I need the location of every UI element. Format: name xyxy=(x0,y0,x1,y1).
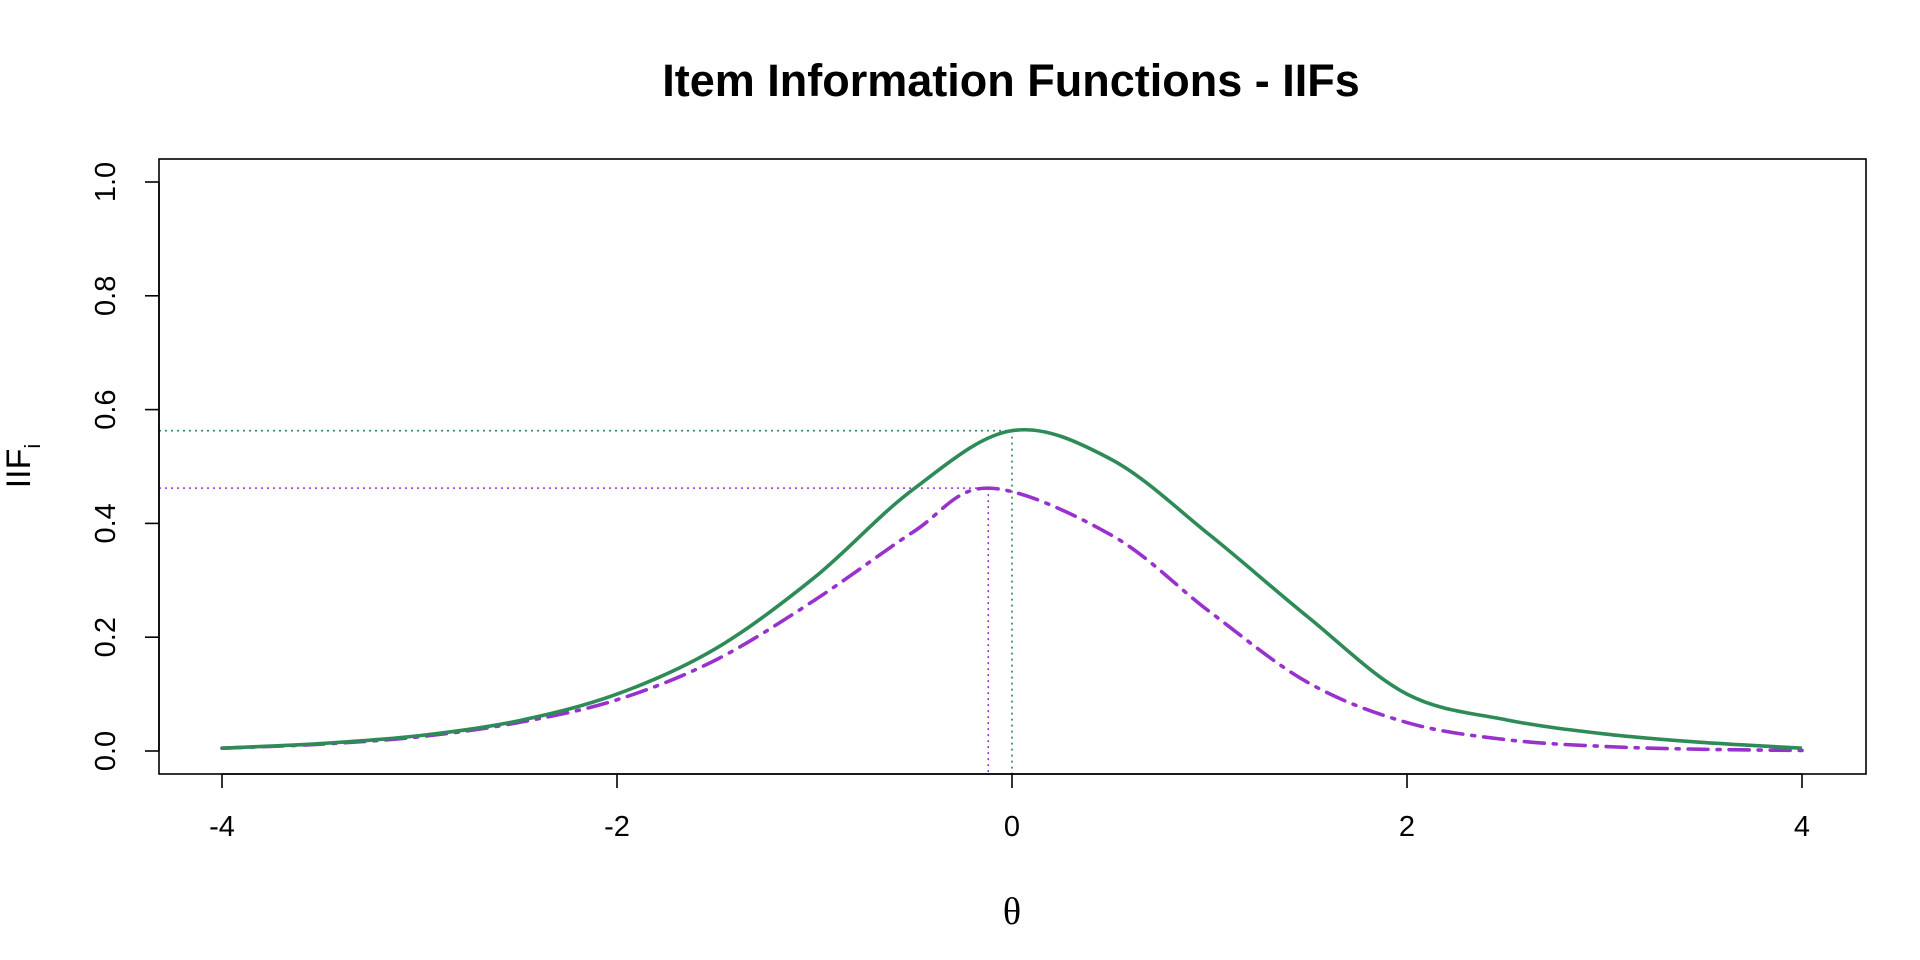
y-axis-label-main: IIF xyxy=(0,449,38,489)
y-axis-label: IIFi xyxy=(0,444,45,489)
x-axis: -4 -2 0 2 4 xyxy=(209,773,1810,843)
x-tick-label: 4 xyxy=(1794,811,1810,843)
plot-frame xyxy=(158,158,1867,775)
y-tick-label: 0.0 xyxy=(90,731,122,771)
y-tick-label: 0.4 xyxy=(90,503,122,543)
x-tick-label: 0 xyxy=(1004,811,1020,843)
y-axis: 0.0 0.2 0.4 0.6 0.8 1.0 xyxy=(90,162,160,771)
x-tick-label: 2 xyxy=(1399,811,1415,843)
x-tick-label: -4 xyxy=(209,811,235,843)
y-tick-label: 0.6 xyxy=(90,389,122,429)
series-line-1 xyxy=(221,427,1803,750)
y-tick-label: 1.0 xyxy=(90,162,122,202)
peak-guide-lines xyxy=(159,429,1013,774)
y-tick-label: 0.8 xyxy=(90,276,122,316)
series-layer xyxy=(220,427,1804,753)
chart-title: Item Information Functions - IIFs xyxy=(662,55,1360,106)
x-axis-label: θ xyxy=(1003,891,1021,933)
x-tick-label: -2 xyxy=(604,811,630,843)
y-tick-label: 0.2 xyxy=(90,617,122,657)
y-axis-label-sub: i xyxy=(20,444,45,449)
